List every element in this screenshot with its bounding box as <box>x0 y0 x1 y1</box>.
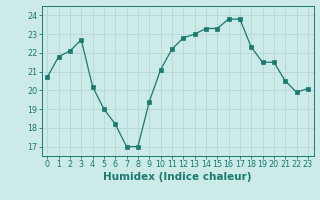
X-axis label: Humidex (Indice chaleur): Humidex (Indice chaleur) <box>103 172 252 182</box>
